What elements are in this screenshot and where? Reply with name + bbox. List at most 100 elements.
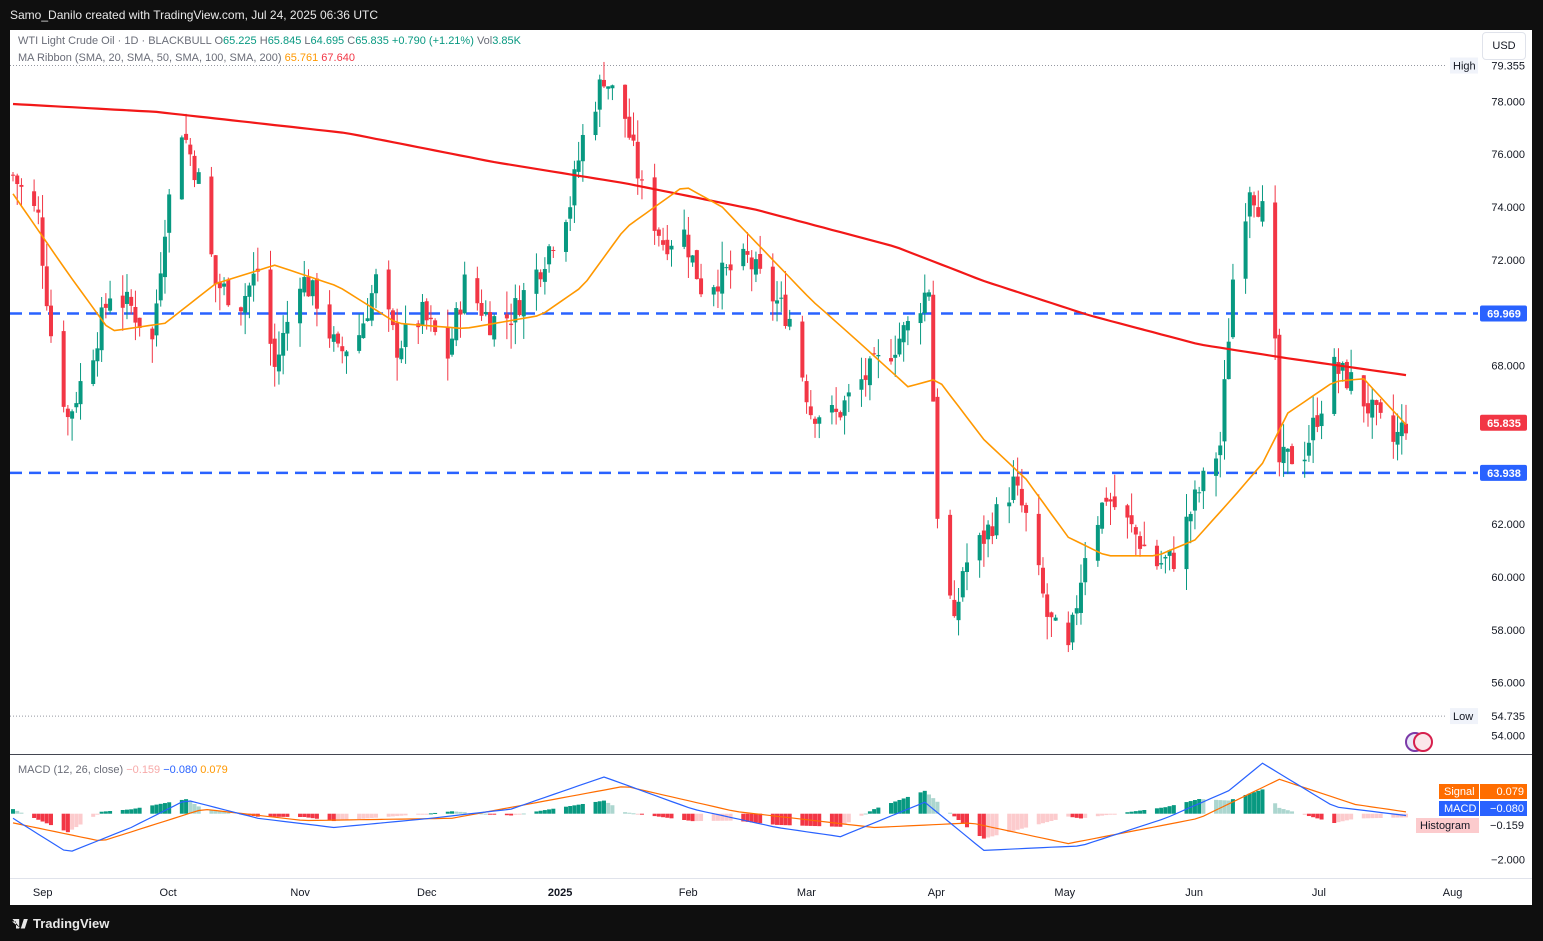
signal-tag-value: 0.079: [1496, 786, 1524, 798]
y-tick-label-6: 62.000: [1491, 519, 1525, 531]
candle-body: [19, 184, 24, 187]
candle-body: [1129, 515, 1134, 525]
candle-body: [775, 300, 780, 304]
candle-body: [817, 417, 822, 424]
candle-body: [1167, 550, 1172, 556]
histogram-bar: [513, 813, 518, 815]
symbol-name: WTI Light Crude Oil · 1D · BLACKBULL: [18, 35, 212, 47]
histogram-bar: [551, 808, 556, 814]
candle-body: [749, 257, 754, 270]
candle-body: [699, 278, 704, 295]
candle-body: [889, 358, 894, 362]
histogram-bar: [1095, 813, 1100, 817]
histogram-bar: [184, 799, 189, 814]
histogram-bar: [956, 813, 961, 820]
histogram-bar: [872, 809, 877, 814]
histogram-bar: [331, 813, 336, 822]
histogram-bar: [1370, 813, 1375, 819]
histogram-bar: [986, 813, 991, 838]
x-tick-label-8: May: [1054, 887, 1075, 899]
candle-body: [661, 240, 666, 245]
histogram-bar: [1247, 793, 1252, 814]
candle-body: [251, 273, 256, 286]
histogram-bar: [479, 813, 484, 815]
candle-body: [1230, 279, 1235, 338]
candle-body: [606, 86, 611, 89]
candle-body: [504, 314, 509, 319]
candle-body: [479, 303, 484, 316]
open-value: 65.225: [223, 35, 257, 47]
candle-body: [1218, 445, 1223, 456]
candle-body: [728, 264, 733, 271]
candle-body: [918, 313, 923, 324]
candle-body: [1290, 446, 1295, 465]
histogram-bar: [1159, 807, 1164, 814]
candle-body: [78, 381, 83, 405]
close-label: C: [347, 35, 356, 47]
histogram-bar: [867, 811, 872, 814]
histogram-bar: [1281, 809, 1286, 814]
bottom-bar: TradingView: [0, 905, 1543, 941]
level-tag-label-0: 69.969: [1487, 309, 1521, 321]
sma20-line: [12, 187, 1407, 557]
candle-body: [631, 134, 636, 141]
candle-body: [779, 297, 784, 299]
histogram-bar: [905, 796, 910, 814]
candle-body: [44, 266, 49, 307]
histogram-bar: [48, 813, 53, 826]
candle-body: [226, 279, 231, 306]
histogram-bar: [758, 813, 763, 824]
candle-body: [1378, 402, 1383, 413]
price-chart[interactable]: 80.00078.00076.00074.00072.00068.00062.0…: [10, 30, 1532, 905]
histogram-bar: [78, 813, 83, 825]
macd-value-bg: [1480, 801, 1527, 816]
histogram-bar: [19, 812, 24, 814]
candle-body: [872, 353, 877, 355]
candle-body: [336, 333, 341, 344]
candle-body: [395, 322, 400, 358]
histogram-bar: [268, 813, 273, 817]
ma-ribbon-label: MA Ribbon (SMA, 20, SMA, 50, SMA, 100, S…: [18, 52, 282, 64]
histogram-bar: [601, 800, 606, 814]
candle-body: [445, 327, 450, 359]
histogram-bar: [669, 813, 674, 819]
histogram-bar: [1340, 813, 1345, 822]
candle-body: [1391, 415, 1396, 442]
histogram-bar: [770, 813, 775, 825]
signal-value-bg: [1480, 784, 1527, 799]
candle-body: [753, 259, 758, 275]
high-tag-value: 79.355: [1491, 61, 1525, 73]
y-tick-label-4: 72.000: [1491, 255, 1525, 267]
candle-body: [1319, 413, 1324, 427]
histogram-bar: [521, 813, 526, 815]
histogram-bar: [1066, 813, 1071, 817]
histogram-bar: [285, 813, 290, 817]
histogram-bar: [779, 813, 784, 826]
candle-body: [154, 303, 159, 336]
candle-body: [70, 411, 75, 419]
histogram-bar: [952, 813, 957, 817]
candle-body: [652, 177, 657, 231]
candle-body: [893, 354, 898, 358]
macd-legend: MACD (12, 26, close) −0.159 −0.080 0.079: [18, 764, 228, 776]
candle-body: [1045, 594, 1050, 617]
ma-legend: MA Ribbon (SMA, 20, SMA, 50, SMA, 100, S…: [18, 52, 355, 64]
histogram-bar: [281, 813, 286, 817]
x-tick-label-9: Jun: [1185, 887, 1203, 899]
histogram-bar: [893, 801, 898, 814]
histogram-bar: [483, 813, 488, 815]
chart-panel[interactable]: 80.00078.00076.00074.00072.00068.00062.0…: [10, 30, 1532, 905]
candle-body: [1404, 423, 1408, 434]
histogram-bar: [336, 813, 341, 821]
histogram-bar: [1154, 808, 1159, 814]
candle-body: [1361, 375, 1366, 407]
candle-body: [314, 278, 319, 309]
histogram-bar: [610, 805, 615, 814]
histogram-bar: [1192, 800, 1197, 814]
open-label: O: [214, 35, 224, 47]
x-tick-label-6: Mar: [797, 887, 816, 899]
histogram-bar: [897, 799, 902, 814]
candle-body: [209, 176, 214, 255]
currency-button[interactable]: USD: [1482, 32, 1526, 60]
top-caption-bar: Samo_Danilo created with TradingView.com…: [0, 0, 1543, 30]
